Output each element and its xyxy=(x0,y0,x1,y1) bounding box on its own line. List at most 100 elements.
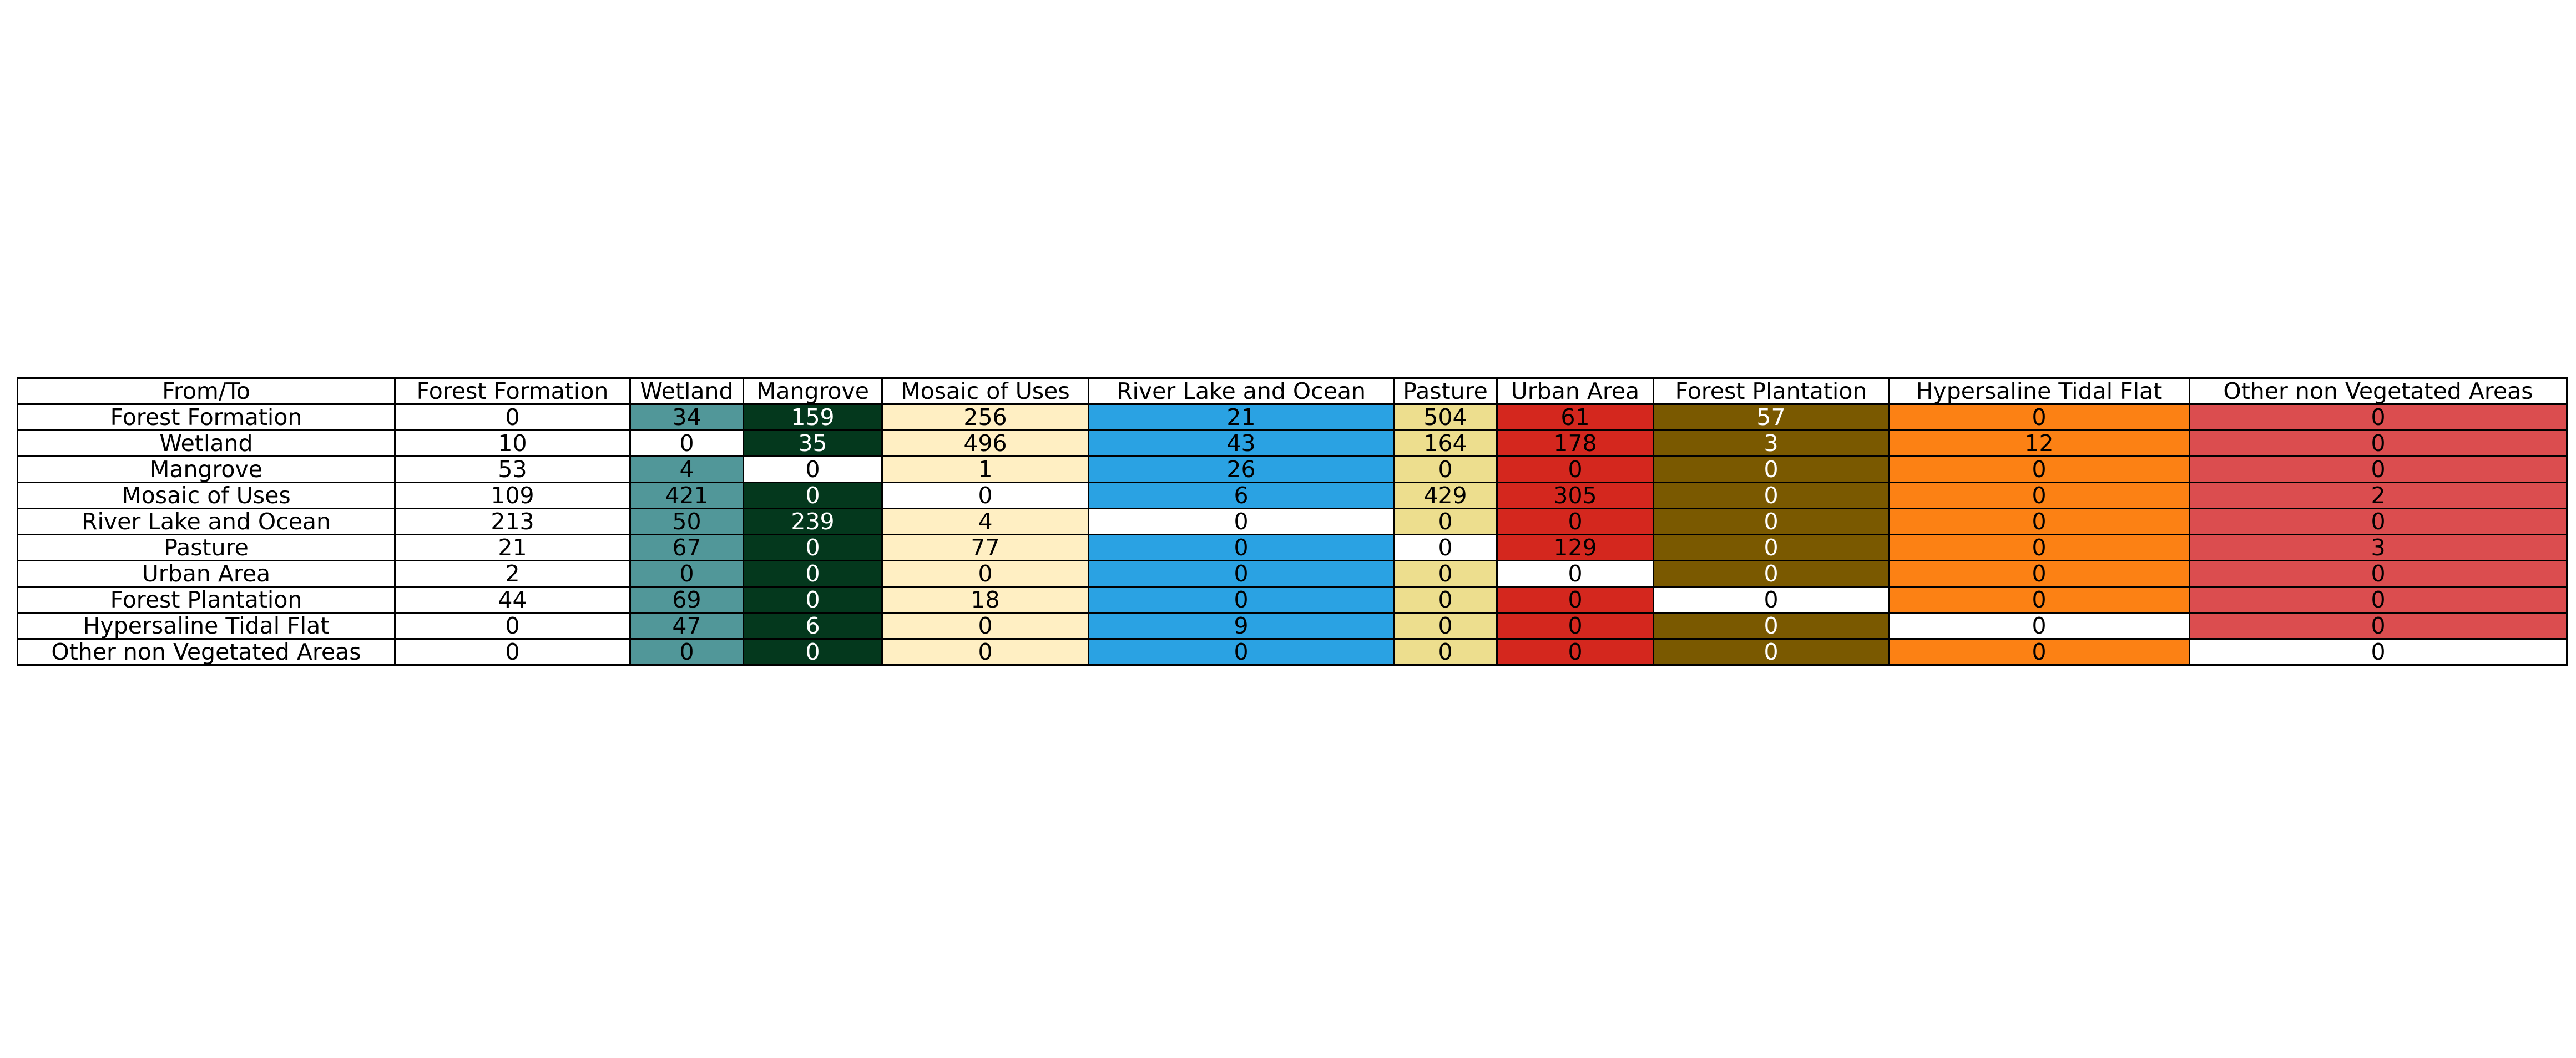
table-row: Forest Formation 0 34 159 256 21 504 61 57 0 0 xyxy=(17,403,2568,431)
table-row: River Lake and Ocean 213 50 239 4 0 0 0 0 0 0 xyxy=(17,508,2568,535)
row-header-forest-plantation: Forest Plantation xyxy=(17,586,396,614)
table-row: Mosaic of Uses 109 421 0 0 6 429 305 0 0 2 xyxy=(17,482,2568,509)
matrix-cell: 0 xyxy=(743,455,883,483)
matrix-cell: 164 xyxy=(1393,429,1498,457)
matrix-cell: 0 xyxy=(1088,508,1395,535)
matrix-cell: 0 xyxy=(2189,508,2568,535)
matrix-cell: 0 xyxy=(1888,403,2190,431)
matrix-cell: 26 xyxy=(1088,455,1395,483)
matrix-cell: 0 xyxy=(1088,638,1395,666)
matrix-cell: 21 xyxy=(394,534,631,561)
matrix-cell: 0 xyxy=(1496,560,1654,588)
row-header-wetland: Wetland xyxy=(17,429,396,457)
matrix-cell: 67 xyxy=(629,534,744,561)
matrix-cell: 0 xyxy=(1393,455,1498,483)
matrix-cell: 213 xyxy=(394,508,631,535)
matrix-cell: 0 xyxy=(1888,534,2190,561)
matrix-cell: 0 xyxy=(1653,455,1890,483)
matrix-cell: 129 xyxy=(1496,534,1654,561)
column-header-pasture: Pasture xyxy=(1393,377,1498,405)
matrix-cell: 0 xyxy=(1888,586,2190,614)
table-row: Urban Area 2 0 0 0 0 0 0 0 0 0 xyxy=(17,560,2568,588)
column-header-other-non-vegetated-areas: Other non Vegetated Areas xyxy=(2189,377,2568,405)
matrix-cell: 6 xyxy=(743,612,883,640)
row-header-forest-formation: Forest Formation xyxy=(17,403,396,431)
matrix-cell: 0 xyxy=(743,586,883,614)
matrix-cell: 0 xyxy=(743,534,883,561)
matrix-cell: 0 xyxy=(881,612,1089,640)
column-header-hypersaline-tidal-flat: Hypersaline Tidal Flat xyxy=(1888,377,2190,405)
matrix-cell: 0 xyxy=(743,482,883,509)
matrix-cell: 0 xyxy=(629,429,744,457)
matrix-cell: 0 xyxy=(1088,534,1395,561)
matrix-cell: 0 xyxy=(1888,482,2190,509)
matrix-cell: 1 xyxy=(881,455,1089,483)
matrix-cell: 0 xyxy=(1393,534,1498,561)
matrix-cell: 0 xyxy=(881,560,1089,588)
matrix-cell: 21 xyxy=(1088,403,1395,431)
matrix-cell: 0 xyxy=(2189,429,2568,457)
table-row: Hypersaline Tidal Flat 0 47 6 0 9 0 0 0 0 0 xyxy=(17,612,2568,640)
table-row: Wetland 10 0 35 496 43 164 178 3 12 0 xyxy=(17,429,2568,457)
matrix-cell: 0 xyxy=(1653,586,1890,614)
column-header-mangrove: Mangrove xyxy=(743,377,883,405)
matrix-cell: 0 xyxy=(1393,612,1498,640)
matrix-cell: 0 xyxy=(1653,560,1890,588)
matrix-cell: 2 xyxy=(394,560,631,588)
matrix-cell: 0 xyxy=(1653,508,1890,535)
matrix-cell: 0 xyxy=(1088,586,1395,614)
column-header-forest-formation: Forest Formation xyxy=(394,377,631,405)
matrix-cell: 0 xyxy=(2189,638,2568,666)
matrix-cell: 0 xyxy=(2189,403,2568,431)
matrix-cell: 53 xyxy=(394,455,631,483)
matrix-cell: 6 xyxy=(1088,482,1395,509)
matrix-cell: 4 xyxy=(881,508,1089,535)
column-header-forest-plantation: Forest Plantation xyxy=(1653,377,1890,405)
matrix-cell: 256 xyxy=(881,403,1089,431)
matrix-cell: 2 xyxy=(2189,482,2568,509)
matrix-cell: 0 xyxy=(743,638,883,666)
row-header-river-lake-and-ocean: River Lake and Ocean xyxy=(17,508,396,535)
matrix-cell: 305 xyxy=(1496,482,1654,509)
matrix-cell: 0 xyxy=(2189,560,2568,588)
matrix-cell: 0 xyxy=(1653,638,1890,666)
matrix-cell: 0 xyxy=(743,560,883,588)
matrix-cell: 0 xyxy=(881,638,1089,666)
row-header-hypersaline-tidal-flat: Hypersaline Tidal Flat xyxy=(17,612,396,640)
matrix-cell: 0 xyxy=(1393,586,1498,614)
matrix-cell: 0 xyxy=(394,612,631,640)
matrix-cell: 43 xyxy=(1088,429,1395,457)
matrix-cell: 0 xyxy=(1653,534,1890,561)
matrix-cell: 0 xyxy=(2189,455,2568,483)
matrix-cell: 47 xyxy=(629,612,744,640)
matrix-cell: 34 xyxy=(629,403,744,431)
matrix-cell: 504 xyxy=(1393,403,1498,431)
matrix-cell: 0 xyxy=(629,560,744,588)
column-header-wetland: Wetland xyxy=(629,377,744,405)
matrix-cell: 0 xyxy=(1496,638,1654,666)
matrix-cell: 9 xyxy=(1088,612,1395,640)
matrix-cell: 0 xyxy=(1888,612,2190,640)
matrix-cell: 429 xyxy=(1393,482,1498,509)
matrix-cell: 0 xyxy=(1393,638,1498,666)
matrix-cell: 0 xyxy=(881,482,1089,509)
matrix-cell: 18 xyxy=(881,586,1089,614)
table-row: Mangrove 53 4 0 1 26 0 0 0 0 0 xyxy=(17,455,2568,483)
matrix-cell: 50 xyxy=(629,508,744,535)
matrix-cell: 0 xyxy=(1653,482,1890,509)
matrix-cell: 0 xyxy=(1888,560,2190,588)
matrix-cell: 0 xyxy=(2189,612,2568,640)
row-header-mangrove: Mangrove xyxy=(17,455,396,483)
matrix-cell: 3 xyxy=(1653,429,1890,457)
matrix-cell: 178 xyxy=(1496,429,1654,457)
matrix-cell: 61 xyxy=(1496,403,1654,431)
matrix-cell: 0 xyxy=(2189,586,2568,614)
matrix-cell: 0 xyxy=(394,638,631,666)
matrix-cell: 44 xyxy=(394,586,631,614)
column-header-urban-area: Urban Area xyxy=(1496,377,1654,405)
matrix-cell: 0 xyxy=(1888,508,2190,535)
matrix-cell: 0 xyxy=(1888,455,2190,483)
matrix-cell: 0 xyxy=(1496,508,1654,535)
row-header-other-non-vegetated-areas: Other non Vegetated Areas xyxy=(17,638,396,666)
matrix-cell: 12 xyxy=(1888,429,2190,457)
